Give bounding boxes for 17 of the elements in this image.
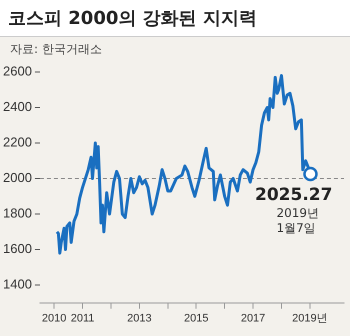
annotation: 2019년 1월7일 <box>276 206 320 236</box>
y-tick-label: 2400 <box>3 99 32 114</box>
x-tick-label: 2011 <box>70 312 94 324</box>
y-tick-label: 2000 <box>3 170 32 186</box>
y-tick-label: 1600 <box>3 241 32 256</box>
y-tick-label: 2600 <box>3 64 32 79</box>
x-tick-label: 2019년 <box>292 312 328 324</box>
y-tick-label: 2200 <box>3 134 32 150</box>
chart-title: 코스피 2000의 강화된 지지력 <box>0 0 350 37</box>
annotation: 2025.27 <box>255 185 332 206</box>
y-tick-label: 1800 <box>3 206 32 221</box>
y-tick-label: 1400 <box>3 276 32 292</box>
x-tick-label: 2013 <box>127 312 152 324</box>
x-tick-label: 2015 <box>184 312 208 324</box>
x-tick-label: 2010 <box>42 312 66 324</box>
x-tick-label: 2017 <box>240 312 266 324</box>
text: 자료: 한국거래소 <box>9 41 103 58</box>
